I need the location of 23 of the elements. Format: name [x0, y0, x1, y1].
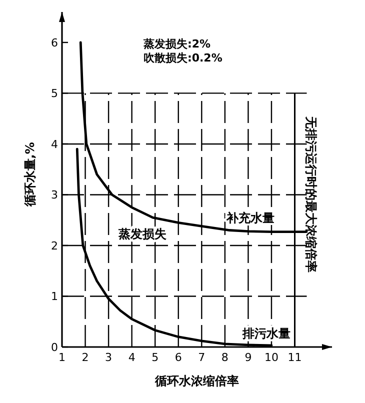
x-tick-label: 6: [174, 351, 182, 364]
x-tick-label: 7: [198, 351, 206, 364]
x-tick-label: 4: [128, 351, 136, 364]
x-tick-label: 8: [221, 351, 228, 364]
annotation: 蒸发损失: [118, 226, 168, 241]
x-tick-label: 3: [105, 351, 112, 364]
x-tick-label: 2: [82, 351, 89, 364]
annotation: 吹散损失:0.2%: [143, 52, 222, 65]
annotation: 蒸发损失:2%: [142, 38, 211, 51]
y-tick-label: 1: [51, 290, 58, 304]
x-tick-label: 5: [152, 351, 159, 364]
y-axis-title: 循环水量,%: [23, 142, 37, 208]
y-tick-label: 2: [51, 239, 58, 252]
x-tick-label: 10: [264, 351, 278, 364]
x-tick-label: 9: [244, 351, 252, 364]
y-tick-label: 6: [51, 36, 58, 50]
x-tick-label: 11: [288, 351, 302, 364]
y-tick-label: 3: [51, 188, 58, 202]
ref-line-label: 无排污运行时的最大浓缩倍率: [304, 116, 318, 273]
y-tick-label: 5: [51, 87, 58, 100]
x-axis-title: 循环水浓缩倍率: [154, 374, 239, 388]
y-tick-label: 0: [51, 341, 58, 354]
y-tick-label: 4: [51, 138, 58, 151]
